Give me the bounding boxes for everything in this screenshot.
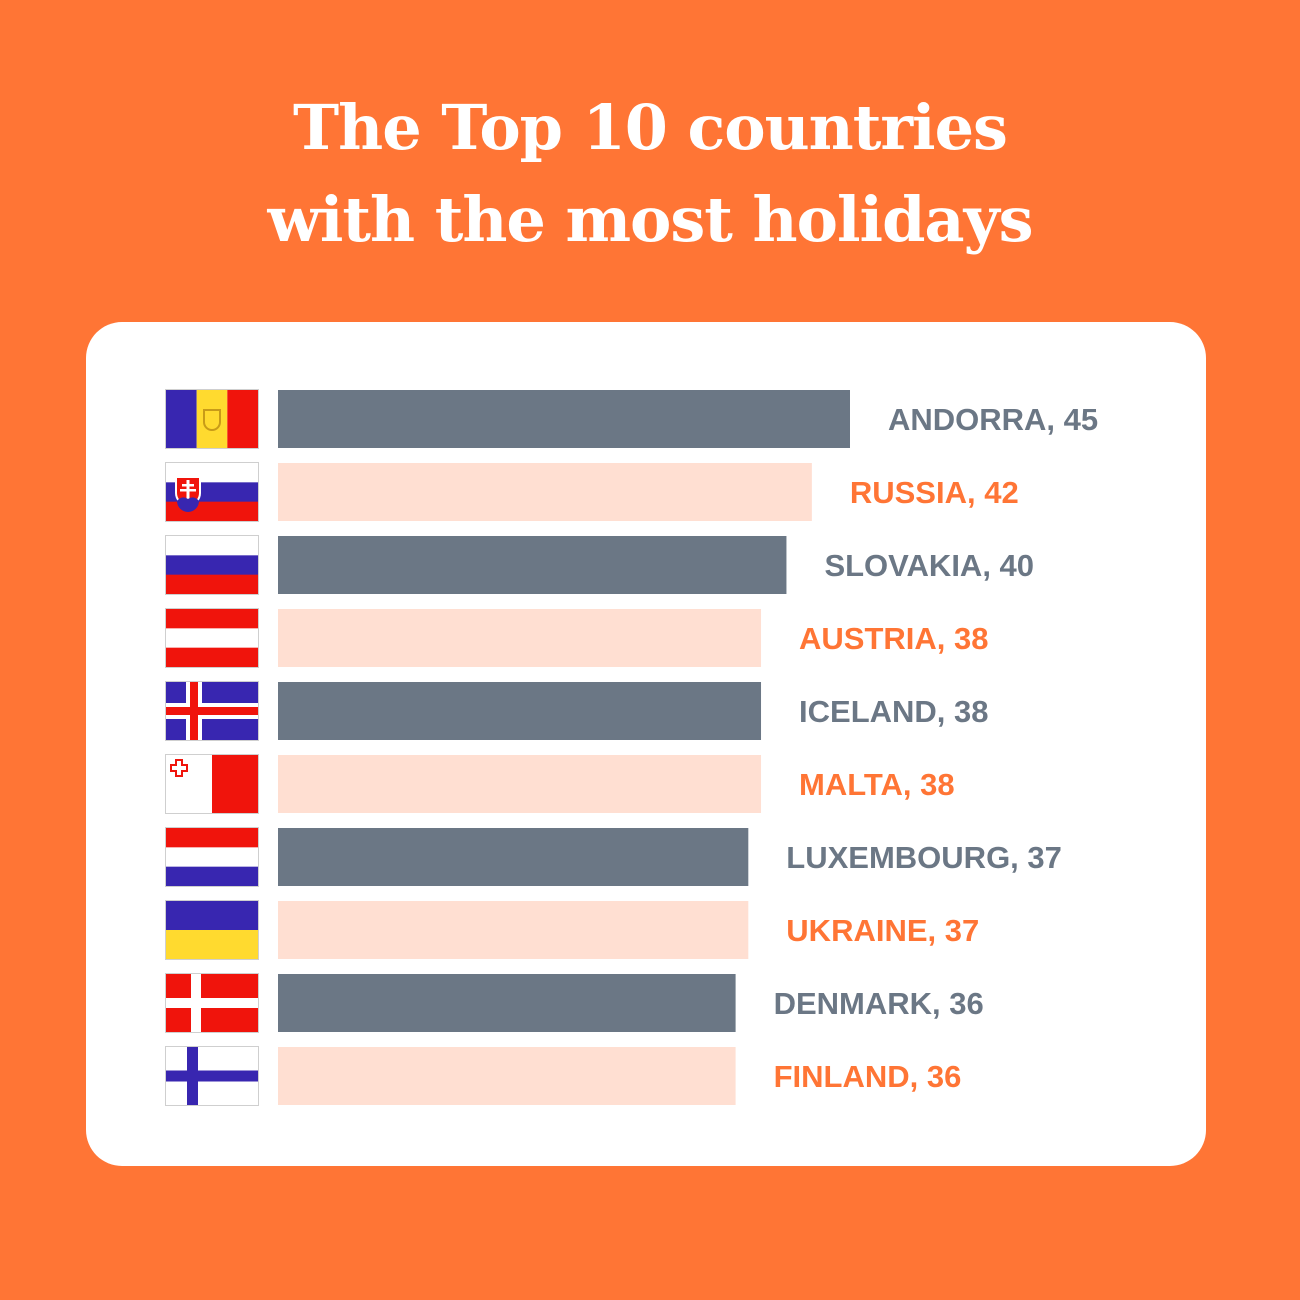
russia-flag-icon xyxy=(165,535,259,595)
finland-flag-icon xyxy=(165,1046,259,1106)
ukraine-stripe xyxy=(166,930,258,960)
russia-stripe xyxy=(166,555,258,576)
netherlands-stripe xyxy=(166,847,258,868)
bar-label-ukraine: UKRAINE, 37 xyxy=(786,913,979,948)
iceland-cross-red-h xyxy=(166,707,258,715)
flag-border xyxy=(165,462,259,522)
bar-denmark xyxy=(278,974,736,1032)
austria-flag-icon xyxy=(165,608,259,668)
bar-russia xyxy=(278,463,812,521)
bar-label-andorra: ANDORRA, 45 xyxy=(888,402,1098,437)
flag-border xyxy=(165,754,259,814)
bar-andorra xyxy=(278,390,850,448)
bar-label-iceland: ICELAND, 38 xyxy=(799,694,988,729)
slovakia-cross-bottom xyxy=(180,489,196,492)
bar-austria xyxy=(278,609,762,667)
iceland-flag-icon xyxy=(165,681,259,741)
malta-white xyxy=(166,755,212,813)
malta-red xyxy=(212,755,259,813)
bar-malta xyxy=(278,755,762,813)
ukraine-stripe xyxy=(166,901,258,931)
finland-cross-h xyxy=(166,1070,258,1082)
flag-border xyxy=(165,827,259,887)
chart-title-line-2: with the most holidays xyxy=(267,183,1033,256)
andorra-flag-icon xyxy=(165,389,259,449)
andorra-crest-icon xyxy=(203,409,221,431)
denmark-flag-icon xyxy=(165,973,259,1033)
flag-border xyxy=(165,973,259,1033)
andorra-red xyxy=(227,390,259,448)
bar-label-luxembourg: LUXEMBOURG, 37 xyxy=(786,840,1062,875)
netherlands-stripe xyxy=(166,828,258,848)
flag-border xyxy=(165,900,259,960)
slovakia-cross-top xyxy=(182,484,194,487)
bar-label-slovakia: SLOVAKIA, 40 xyxy=(824,548,1034,583)
russia-stripe xyxy=(166,536,258,556)
bar-label-austria: AUSTRIA, 38 xyxy=(799,621,988,656)
flag-border xyxy=(165,681,259,741)
bar-luxembourg xyxy=(278,828,749,886)
bar-ukraine xyxy=(278,901,749,959)
bar-finland xyxy=(278,1047,736,1105)
flag-border xyxy=(165,389,259,449)
flag-border xyxy=(165,1046,259,1106)
flag-border xyxy=(165,608,259,668)
netherlands-flag-icon xyxy=(165,827,259,887)
bar-iceland xyxy=(278,682,762,740)
bar-label-denmark: DENMARK, 36 xyxy=(774,986,984,1021)
ukraine-flag-icon xyxy=(165,900,259,960)
bar-label-russia: RUSSIA, 42 xyxy=(850,475,1019,510)
denmark-cross-h xyxy=(166,998,258,1008)
netherlands-stripe xyxy=(166,866,258,887)
russia-stripe xyxy=(166,574,258,595)
austria-stripe xyxy=(166,647,258,668)
andorra-blue xyxy=(166,390,197,448)
andorra-yellow xyxy=(196,390,228,448)
bar-label-malta: MALTA, 38 xyxy=(799,767,955,802)
austria-stripe xyxy=(166,609,258,629)
malta-george-cross-icon xyxy=(170,759,188,777)
flag-border xyxy=(165,535,259,595)
slovakia-hills-icon xyxy=(177,497,199,512)
austria-stripe xyxy=(166,628,258,649)
chart-title: The Top 10 countries with the most holid… xyxy=(0,82,1300,266)
bar-label-finland: FINLAND, 36 xyxy=(774,1059,962,1094)
bar-slovakia xyxy=(278,536,787,594)
slovakia-flag-icon xyxy=(165,462,259,522)
chart-title-line-1: The Top 10 countries xyxy=(293,91,1008,164)
malta-flag-icon xyxy=(165,754,259,814)
